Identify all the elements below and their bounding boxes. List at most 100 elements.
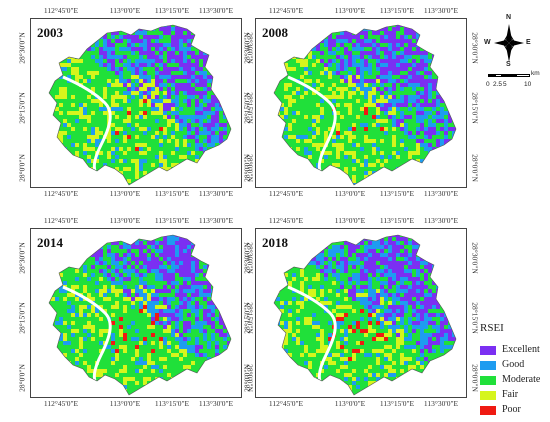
river-line — [287, 285, 337, 382]
study-area-outline — [273, 234, 457, 396]
latitude-label: 28°30'0"N — [242, 32, 252, 64]
longitude-label: 113°30'0"E — [423, 216, 459, 225]
longitude-label: 113°0'0"E — [109, 189, 141, 198]
map-panel-2014: 2014 112°45'0"E 112°45'0"E 113°0'0"E 113°0'0… — [18, 217, 255, 407]
longitude-label: 113°15'0"E — [154, 6, 190, 15]
map-panel-2018: 2018 112°45'0"E 112°45'0"E 113°0'0"E 113°0'0… — [243, 217, 480, 407]
river-line — [62, 75, 112, 172]
longitude-label: 113°15'0"E — [154, 216, 190, 225]
legend-label-excellent: Excellent — [502, 344, 540, 355]
longitude-label: 113°0'0"E — [109, 399, 141, 408]
rsei-map — [48, 24, 232, 186]
map-year-label: 2014 — [37, 235, 63, 250]
latitude-label: 28°30'0"N — [17, 242, 27, 274]
latitude-label: 28°0'0"N — [17, 364, 27, 392]
latitude-label: 28°30'0"N — [470, 32, 480, 64]
scale-tick-2: 5 — [503, 81, 507, 88]
legend-item-good: Good — [480, 359, 550, 373]
longitude-label: 113°30'0"E — [198, 399, 234, 408]
rsei-map — [273, 24, 457, 186]
legend-item-moderate: Moderate — [480, 374, 550, 388]
latitude-label: 28°0'0"N — [17, 154, 27, 182]
map-frame: 2003 — [30, 18, 242, 188]
map-frame: 2014 — [30, 228, 242, 398]
scale-tick-3: 10 — [524, 81, 532, 88]
longitude-label: 112°45'0"E — [43, 6, 79, 15]
latitude-label: 28°15'0"N — [470, 302, 480, 334]
scale-tick-1: 2.5 — [493, 81, 503, 88]
latitude-label: 28°0'0"N — [242, 154, 252, 182]
river-line — [287, 75, 337, 172]
river-line — [62, 285, 112, 382]
map-year-label: 2008 — [262, 25, 288, 40]
legend-swatch-excellent — [480, 346, 496, 355]
study-area-outline — [48, 234, 232, 396]
longitude-label: 112°45'0"E — [268, 189, 304, 198]
map-frame: 2008 — [255, 18, 467, 188]
longitude-label: 112°45'0"E — [268, 216, 304, 225]
latitude-label: 28°30'0"N — [242, 242, 252, 274]
longitude-label: 112°45'0"E — [43, 399, 79, 408]
compass-north: N — [506, 14, 512, 21]
longitude-label: 113°0'0"E — [334, 216, 366, 225]
longitude-label: 113°15'0"E — [154, 399, 190, 408]
legend-swatch-fair — [480, 391, 496, 400]
latitude-label: 28°15'0"N — [17, 92, 27, 124]
longitude-label: 113°30'0"E — [423, 189, 459, 198]
scale-unit: km — [531, 70, 540, 77]
rsei-legend: RSEI Excellent Good Moderate Fair Poor — [480, 322, 550, 422]
compass-rose-icon — [494, 24, 524, 62]
scale-tick-0: 0 — [486, 81, 490, 88]
legend-swatch-poor — [480, 406, 496, 415]
scale-bar: 0 2.5 5 10 km — [486, 70, 546, 94]
map-panel-2008: 2008 112°45'0"E 112°45'0"E 113°0'0"E 113°0'0… — [243, 7, 480, 197]
rsei-map — [48, 234, 232, 396]
longitude-label: 113°0'0"E — [334, 189, 366, 198]
longitude-label: 112°45'0"E — [268, 399, 304, 408]
longitude-label: 113°30'0"E — [198, 6, 234, 15]
latitude-label: 28°0'0"N — [470, 364, 480, 392]
legend-swatch-moderate — [480, 376, 496, 385]
longitude-label: 113°30'0"E — [423, 6, 459, 15]
legend-label-moderate: Moderate — [502, 374, 541, 385]
longitude-label: 113°15'0"E — [379, 216, 415, 225]
longitude-label: 112°45'0"E — [43, 189, 79, 198]
longitude-label: 113°30'0"E — [423, 399, 459, 408]
rsei-map — [273, 234, 457, 396]
legend-label-good: Good — [502, 359, 525, 370]
longitude-label: 113°15'0"E — [379, 6, 415, 15]
legend-swatch-good — [480, 361, 496, 370]
study-area-outline — [48, 24, 232, 186]
map-frame: 2018 — [255, 228, 467, 398]
map-panel-2003: 2003 112°45'0"E 112°45'0"E 113°0'0"E 113°0'0… — [18, 7, 255, 197]
longitude-label: 112°45'0"E — [43, 216, 79, 225]
compass-west: W — [484, 39, 491, 46]
map-year-label: 2003 — [37, 25, 63, 40]
longitude-label: 113°0'0"E — [334, 6, 366, 15]
latitude-label: 28°30'0"N — [470, 242, 480, 274]
longitude-label: 113°0'0"E — [334, 399, 366, 408]
legend-title: RSEI — [480, 322, 504, 334]
compass-south: S — [506, 61, 511, 68]
latitude-label: 28°15'0"N — [470, 92, 480, 124]
map-year-label: 2018 — [262, 235, 288, 250]
compass-east: E — [526, 39, 531, 46]
latitude-label: 28°15'0"N — [242, 92, 252, 124]
latitude-label: 28°15'0"N — [17, 302, 27, 334]
legend-item-excellent: Excellent — [480, 344, 550, 358]
longitude-label: 113°15'0"E — [154, 189, 190, 198]
longitude-label: 113°30'0"E — [198, 189, 234, 198]
longitude-label: 113°0'0"E — [109, 216, 141, 225]
legend-label-poor: Poor — [502, 404, 521, 415]
legend-item-poor: Poor — [480, 404, 550, 418]
latitude-label: 28°0'0"N — [242, 364, 252, 392]
latitude-label: 28°0'0"N — [470, 154, 480, 182]
legend-label-fair: Fair — [502, 389, 519, 400]
latitude-label: 28°30'0"N — [17, 32, 27, 64]
legend-item-fair: Fair — [480, 389, 550, 403]
longitude-label: 113°30'0"E — [198, 216, 234, 225]
longitude-label: 113°15'0"E — [379, 399, 415, 408]
longitude-label: 112°45'0"E — [268, 6, 304, 15]
latitude-label: 28°15'0"N — [242, 302, 252, 334]
north-arrow: N S W E — [484, 14, 532, 68]
